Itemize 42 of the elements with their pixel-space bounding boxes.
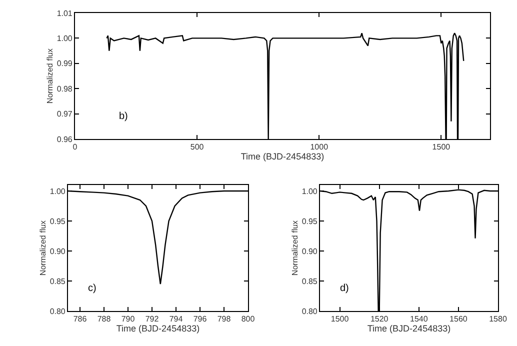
x-axis-title: Time (BJD-2454833) [240,152,324,162]
x-axis-title: Time (BJD-2454833) [116,324,200,334]
x-tick-label: 1500 [330,314,350,324]
x-tick-label: 1520 [370,314,389,324]
x-tick-label: 1500 [432,142,451,152]
x-axis-title: Time (BJD-2454833) [367,324,451,334]
x-tick-label: 1560 [450,314,468,324]
x-tick-label: 796 [193,314,208,324]
y-tick-label: 0.85 [50,276,66,286]
x-tick-label: 794 [169,314,184,324]
y-tick-label: 0.98 [56,84,73,94]
y-axis-title: Normalized flux [38,220,48,276]
y-tick-label: 0.99 [56,59,73,68]
y-tick-label: 0.96 [56,134,73,144]
x-tick-label: 792 [145,314,160,324]
x-tick-label: 788 [97,314,112,324]
x-tick-label: 1580 [489,314,508,324]
y-tick-label: 1.00 [50,186,66,196]
y-tick-label: 0.97 [56,110,73,119]
y-tick-label: 1.00 [56,34,73,43]
x-tick-label: 798 [217,314,232,324]
annotation: d) [340,283,349,294]
y-tick-label: 0.80 [302,306,318,316]
y-tick-label: 0.95 [302,216,318,226]
y-tick-label: 0.80 [50,306,66,316]
y-tick-label: 0.90 [50,246,66,256]
y-tick-label: 0.85 [302,276,318,286]
x-tick-label: 1540 [410,314,428,324]
y-tick-label: 1.01 [56,8,73,18]
y-tick-label: 0.95 [50,216,66,226]
x-tick-label: 1000 [310,142,329,152]
x-tick-label: 786 [73,314,88,324]
y-tick-label: 1.00 [302,186,318,196]
x-tick-label: 790 [121,314,136,324]
y-axis-title: Normalized flux [46,48,55,104]
annotation: b) [119,111,128,122]
x-tick-label: 500 [190,142,204,152]
annotation: c) [88,283,96,294]
x-tick-label: 800 [241,314,256,324]
y-tick-label: 0.90 [302,246,318,256]
x-tick-label: 0 [72,142,78,152]
y-axis-title: Normalized flux [290,220,300,276]
